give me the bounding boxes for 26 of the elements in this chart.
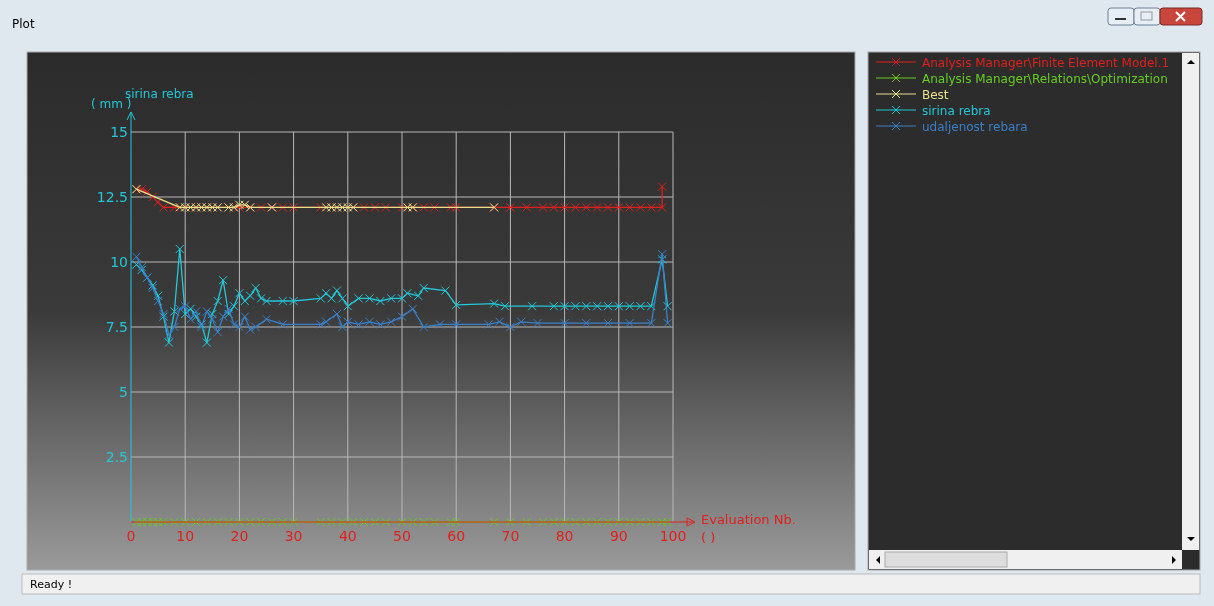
text: Ready ! [30, 578, 73, 591]
x-tick-label: 0 [126, 528, 136, 544]
y-tick-label: 7.5 [105, 319, 128, 335]
x-tick-label: 60 [447, 528, 466, 544]
y-tick-label: 5 [119, 384, 128, 400]
legend-label: Analysis Manager\Relations\Optimization [922, 72, 1168, 86]
legend-label: udaljenost rebara [922, 120, 1028, 134]
x-tick-label: 40 [338, 528, 357, 544]
x-tick-label: 50 [393, 528, 411, 544]
legend-label: Analysis Manager\Finite Element Model.1 [922, 56, 1170, 70]
y-tick-label: 15 [110, 124, 128, 140]
x-axis-title: Evaluation Nb. [701, 512, 796, 527]
x-tick-label: 90 [609, 528, 628, 544]
x-tick-label: 70 [501, 528, 520, 544]
legend-label: Best [922, 88, 949, 102]
text: ( ) [701, 530, 716, 545]
y-tick-label: 12.5 [96, 189, 128, 205]
y-tick-label: 2.5 [105, 449, 128, 465]
text: Plot [12, 17, 35, 31]
x-tick-label: 30 [284, 528, 303, 544]
y-tick-label: 10 [110, 254, 128, 270]
legend-label: sirina rebra [922, 104, 991, 118]
x-tick-label: 20 [230, 528, 249, 544]
x-tick-label: 10 [176, 528, 195, 544]
x-tick-label: 80 [555, 528, 574, 544]
x-tick-label: 100 [659, 528, 687, 544]
